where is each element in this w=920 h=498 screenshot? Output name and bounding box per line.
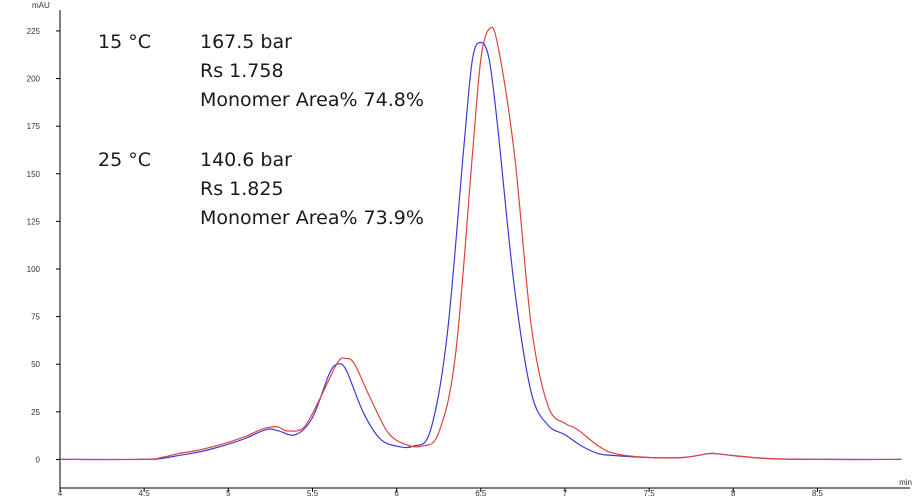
x-tick-label: 5 bbox=[226, 489, 231, 498]
y-tick-label: 100 bbox=[27, 265, 41, 274]
series-line-2 bbox=[59, 26, 902, 461]
y-tick-label: 200 bbox=[27, 75, 41, 84]
x-tick-label: 6 bbox=[394, 489, 399, 498]
x-tick-label: 8 bbox=[731, 489, 736, 498]
annotation-1-line-1: 167.5 bar bbox=[200, 31, 292, 53]
annotation-2-line-2: Rs 1.825 bbox=[200, 178, 284, 200]
y-tick-label: 150 bbox=[27, 170, 41, 179]
y-tick-label: 25 bbox=[31, 408, 40, 417]
y-tick-label: 125 bbox=[27, 217, 41, 226]
series-group bbox=[59, 26, 902, 461]
y-tick-group: 0 25 50 75 100 125 150 175 200 225 bbox=[27, 27, 60, 464]
y-axis-unit-label: mAU bbox=[32, 1, 50, 10]
y-tick-label: 175 bbox=[27, 122, 41, 131]
x-tick-label: 4 bbox=[58, 489, 63, 498]
y-tick-label: 50 bbox=[31, 360, 40, 369]
x-tick-label: 6.5 bbox=[475, 489, 487, 498]
x-tick-label: 8.5 bbox=[812, 489, 824, 498]
plot-area: 0 25 50 75 100 125 150 175 200 225 4 4.5 5 5.5 6 6.5 7 7… bbox=[27, 1, 912, 498]
y-tick-label: 0 bbox=[36, 455, 41, 464]
annotation-block: 15 °C 167.5 bar Rs 1.758 Monomer Area% 7… bbox=[98, 31, 424, 229]
x-tick-label: 5.5 bbox=[307, 489, 319, 498]
y-tick-label: 75 bbox=[31, 313, 40, 322]
x-axis-unit-label: min bbox=[899, 478, 912, 487]
series-line-1 bbox=[59, 41, 902, 461]
x-tick-label: 7.5 bbox=[644, 489, 656, 498]
annotation-2-line-1: 140.6 bar bbox=[200, 149, 292, 171]
x-tick-label: 7 bbox=[563, 489, 568, 498]
annotation-2-label: 25 °C bbox=[98, 149, 151, 171]
annotation-1-label: 15 °C bbox=[98, 31, 151, 53]
y-tick-label: 225 bbox=[27, 27, 41, 36]
annotation-1-line-2: Rs 1.758 bbox=[200, 60, 284, 82]
x-tick-label: 4.5 bbox=[139, 489, 151, 498]
annotation-2-line-3: Monomer Area% 73.9% bbox=[200, 207, 424, 229]
x-tick-group: 4 4.5 5 5.5 6 6.5 7 7.5 8 8.5 bbox=[58, 488, 824, 498]
annotation-1-line-3: Monomer Area% 74.8% bbox=[200, 89, 424, 111]
